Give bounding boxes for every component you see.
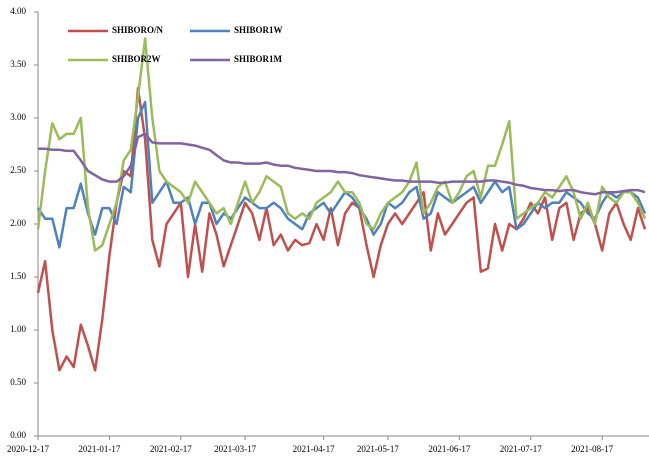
series-line [36,100,647,249]
y-tick-label: 1.50 [10,271,26,281]
y-tick-label: 2.50 [10,165,26,175]
x-tick-label: 2021-04-17 [293,444,335,454]
x-tick-label: 2021-03-17 [214,444,256,454]
legend-label: SHIBOR2W [112,54,161,64]
y-tick-label: 2.00 [10,218,26,228]
legend-label: SHIBOR1M [234,54,283,64]
y-tick-label: 0.50 [10,377,26,387]
x-tick-label: 2021-02-17 [150,444,192,454]
x-tick-label: 2021-06-17 [428,444,470,454]
legend-label: SHIBOR1W [234,25,283,35]
series-line [38,132,646,196]
series-line [36,87,647,372]
x-tick-label: 2021-07-17 [500,444,542,454]
y-tick-label: 1.00 [10,324,26,334]
y-tick-label: 0.00 [10,430,26,440]
x-tick-label: 2021-08-17 [571,444,613,454]
x-tick-label: 2021-01-17 [78,444,120,454]
series-line [36,37,647,252]
x-tick-label: 2020-12-17 [7,444,49,454]
y-tick-label: 3.50 [10,59,26,69]
x-tick-label: 2021-05-17 [357,444,399,454]
y-tick-label: 4.00 [10,6,26,16]
legend-label: SHIBORO/N [112,25,164,35]
y-tick-label: 3.00 [10,112,26,122]
